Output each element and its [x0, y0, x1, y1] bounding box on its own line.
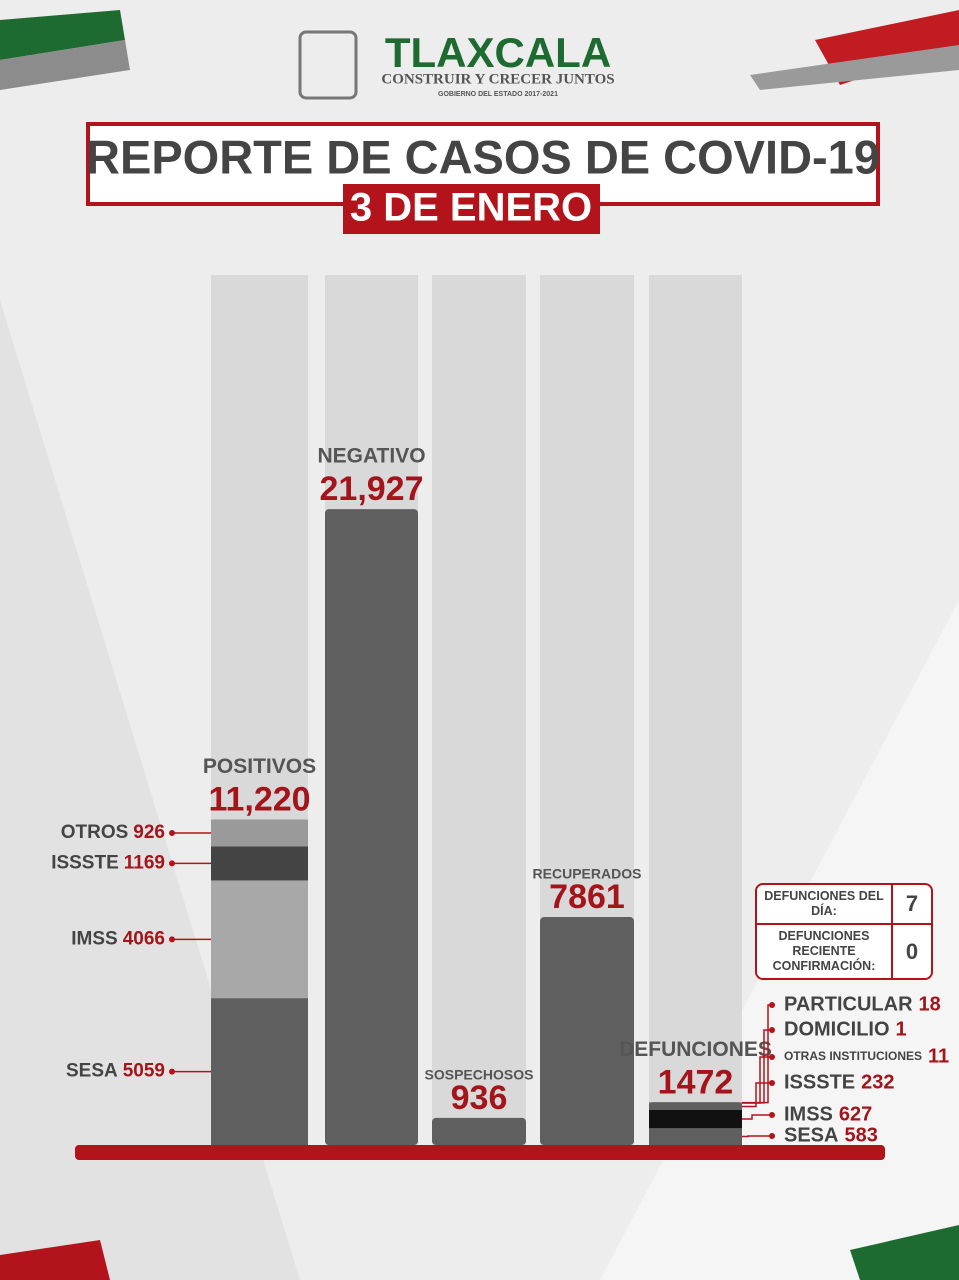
connector-dot — [769, 1112, 775, 1118]
connector — [742, 1135, 772, 1138]
daily-row: DEFUNCIONES RECIENTE CONFIRMACIÓN: 0 — [757, 923, 931, 978]
connector — [742, 1114, 772, 1120]
brand: TLAXCALA — [385, 29, 611, 76]
value-label: 21,927 — [320, 470, 424, 508]
decor — [0, 40, 130, 90]
segment-name: ISSSTE — [784, 1071, 855, 1093]
segment-name: SESA — [66, 1061, 118, 1082]
government: GOBIERNO DEL ESTADO 2017-2021 — [438, 91, 558, 98]
bar-segment — [211, 998, 308, 1145]
bar-track — [432, 275, 526, 1145]
date-box — [343, 184, 600, 234]
segment-value: 5059 — [123, 1061, 165, 1082]
bar-segment — [211, 846, 308, 881]
decor — [750, 45, 959, 90]
connector-dot — [169, 1068, 175, 1075]
daily-value: 0 — [905, 938, 919, 964]
segment-value: 4066 — [123, 928, 165, 949]
baseline — [75, 1145, 885, 1160]
bar — [540, 917, 634, 1145]
segment-name: IMSS — [784, 1103, 833, 1125]
bar — [325, 509, 418, 1145]
connector-dot — [169, 860, 175, 867]
bar-segment — [649, 1103, 742, 1110]
title: REPORTE DE CASOS DE COVID-19 — [86, 130, 880, 183]
segment-value: 583 — [844, 1124, 877, 1146]
connector-dot — [169, 936, 175, 943]
segment-value: 232 — [861, 1071, 894, 1093]
bar-segment — [649, 1128, 742, 1145]
category-label: POSITIVOS — [203, 755, 316, 778]
segment-value: 627 — [839, 1103, 872, 1125]
category-label: SOSPECHOSOS — [425, 1067, 534, 1083]
connector-dot — [769, 1002, 775, 1008]
segment-name: ISSSTE — [51, 852, 119, 873]
bar-track — [649, 275, 742, 1145]
bar-segment — [649, 1109, 742, 1129]
daily-value: 7 — [905, 891, 919, 916]
connector-dot — [769, 1133, 775, 1139]
daily-label: DEFUNCIONES RECIENTE CONFIRMACIÓN: — [757, 925, 893, 978]
daily-row: DEFUNCIONES DEL DÍA: 7 — [757, 885, 931, 923]
segment-name: OTROS — [61, 822, 129, 843]
connector-dot — [769, 1054, 775, 1060]
decor — [850, 1225, 959, 1280]
category-label: RECUPERADOS — [533, 866, 642, 882]
daily-box: DEFUNCIONES DEL DÍA: 7 DEFUNCIONES RECIE… — [755, 883, 933, 980]
segment-name: DOMICILIO — [784, 1018, 890, 1040]
logo-shield — [298, 30, 358, 100]
value-label: 936 — [451, 1079, 508, 1117]
segment-value: 926 — [133, 822, 165, 843]
slogan: CONSTRUIR Y CRECER JUNTOS — [381, 71, 614, 87]
segment-value: 1169 — [124, 852, 165, 873]
value-label: 1472 — [658, 1063, 734, 1101]
segment-name: IMSS — [71, 928, 117, 949]
decor — [0, 1240, 110, 1280]
bar-segment — [649, 1102, 742, 1103]
connector-dot — [769, 1027, 775, 1033]
connector-dot — [769, 1080, 775, 1086]
segment-name: OTRAS INSTITUCIONES — [784, 1049, 922, 1063]
category-label: DEFUNCIONES — [619, 1038, 772, 1061]
bar-segment — [211, 819, 308, 847]
bar-segment — [211, 880, 308, 999]
value-label: 11,220 — [208, 781, 310, 819]
segment-name: SESA — [784, 1124, 838, 1146]
connector-dot — [169, 830, 175, 837]
decor — [0, 10, 125, 60]
segment-value: 1 — [896, 1018, 907, 1040]
segment-value: 18 — [919, 993, 941, 1015]
bar — [432, 1117, 526, 1145]
date: 3 DE ENERO — [350, 186, 592, 230]
value-label: 7861 — [549, 878, 625, 916]
segment-name: PARTICULAR — [784, 993, 913, 1015]
daily-label: DEFUNCIONES DEL DÍA: — [757, 885, 893, 923]
segment-value: 11 — [928, 1045, 949, 1067]
category-label: NEGATIVO — [317, 445, 425, 468]
